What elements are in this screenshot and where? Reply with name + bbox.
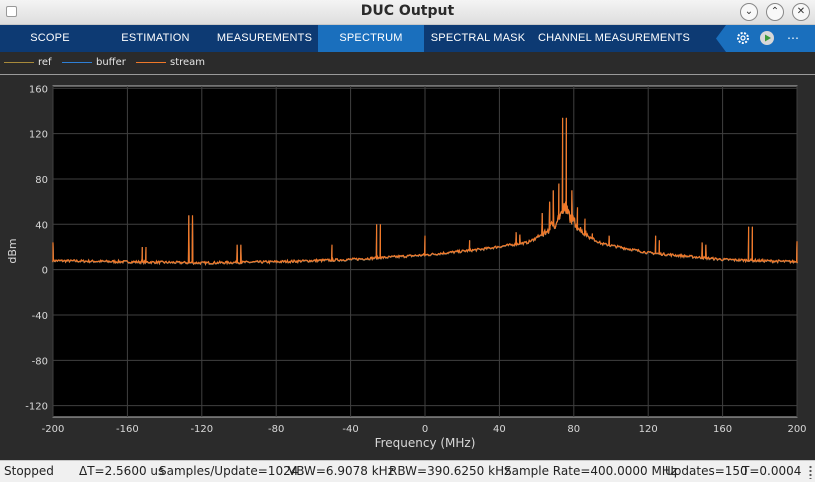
legend-item-buffer[interactable]: buffer bbox=[62, 52, 126, 74]
more-icon[interactable]: ⋯ bbox=[787, 31, 799, 45]
x-axis-label: Frequency (MHz) bbox=[375, 436, 476, 450]
status-state: Stopped bbox=[4, 464, 54, 478]
legend-swatch bbox=[62, 61, 92, 63]
y-tick-label: -40 bbox=[32, 311, 48, 322]
x-tick-label: 200 bbox=[787, 424, 806, 435]
status-bar: Stopped ΔT=2.5600 us Samples/Update=1024… bbox=[0, 460, 815, 482]
x-tick-label: -160 bbox=[116, 424, 139, 435]
stream-trace bbox=[52, 117, 798, 266]
tab-channel-measurements[interactable]: CHANNEL MEASUREMENTS bbox=[537, 32, 691, 44]
settings-icon[interactable] bbox=[735, 30, 751, 46]
x-tick-label: 40 bbox=[493, 424, 506, 435]
resize-grip[interactable] bbox=[809, 465, 812, 479]
run-icon[interactable] bbox=[759, 30, 775, 46]
tab-estimation[interactable]: ESTIMATION bbox=[121, 32, 190, 44]
y-axis-label: dBm bbox=[6, 238, 19, 263]
tab-spectrum[interactable]: SPECTRUM bbox=[318, 25, 424, 52]
status-updates: Updates=150 bbox=[665, 464, 748, 478]
y-tick-label: -120 bbox=[25, 402, 48, 413]
y-tick-label: 0 bbox=[42, 266, 48, 277]
legend-swatch bbox=[4, 61, 34, 63]
x-tick-label: -40 bbox=[342, 424, 358, 435]
maximize-button[interactable]: ⌃ bbox=[766, 3, 784, 21]
status-rbw: RBW=390.6250 kHz bbox=[389, 464, 511, 478]
x-tick-label: 120 bbox=[639, 424, 658, 435]
toolstrip-tabs: SCOPE ESTIMATION MEASUREMENTS SPECTRUM S… bbox=[0, 25, 815, 52]
y-tick-label: 40 bbox=[35, 220, 48, 231]
close-button[interactable]: ✕ bbox=[792, 3, 810, 21]
status-time: T=0.0004 bbox=[742, 464, 802, 478]
y-tick-label: 160 bbox=[29, 84, 48, 95]
x-tick-labels: -200 -160 -120 -80 -40 0 40 80 120 160 200 bbox=[42, 424, 807, 435]
y-tick-label: -80 bbox=[32, 356, 48, 367]
tab-spectral-mask[interactable]: SPECTRAL MASK bbox=[430, 32, 526, 44]
spectrum-plot[interactable]: 160 120 80 40 0 -40 -80 -120 -200 -160 -120 -80 -40… bbox=[0, 75, 815, 460]
minimize-button[interactable]: ⌄ bbox=[740, 3, 758, 21]
x-tick-label: 80 bbox=[567, 424, 580, 435]
title-bar: DUC Output ⌄ ⌃ ✕ bbox=[0, 0, 815, 25]
y-tick-label: 120 bbox=[29, 130, 48, 141]
legend-item-stream[interactable]: stream bbox=[136, 52, 205, 74]
legend-item-ref[interactable]: ref bbox=[4, 52, 52, 74]
y-tick-labels: 160 120 80 40 0 -40 -80 -120 bbox=[25, 84, 48, 412]
x-tick-label: 160 bbox=[713, 424, 732, 435]
x-tick-label: -120 bbox=[190, 424, 213, 435]
x-tick-label: -80 bbox=[268, 424, 284, 435]
quick-toolbar: ⋯ bbox=[716, 25, 815, 52]
x-tick-label: -200 bbox=[42, 424, 65, 435]
toolbar-notch bbox=[716, 25, 726, 52]
y-tick-label: 80 bbox=[35, 175, 48, 186]
traces bbox=[52, 117, 798, 266]
x-tick-label: 0 bbox=[422, 424, 428, 435]
window-title: DUC Output bbox=[360, 3, 455, 19]
tab-measurements[interactable]: MEASUREMENTS bbox=[216, 32, 313, 44]
legend-swatch bbox=[136, 61, 166, 63]
status-sample-rate: Sample Rate=400.0000 MHz bbox=[504, 464, 678, 478]
legend: ref buffer stream bbox=[0, 52, 815, 75]
grid bbox=[52, 86, 798, 417]
window-menu-icon[interactable] bbox=[6, 6, 17, 17]
status-samples: Samples/Update=1024 bbox=[159, 464, 299, 478]
status-delta-t: ΔT=2.5600 us bbox=[79, 464, 165, 478]
tab-scope[interactable]: SCOPE bbox=[30, 32, 70, 44]
status-vbw: VBW=6.9078 kHz bbox=[288, 464, 395, 478]
